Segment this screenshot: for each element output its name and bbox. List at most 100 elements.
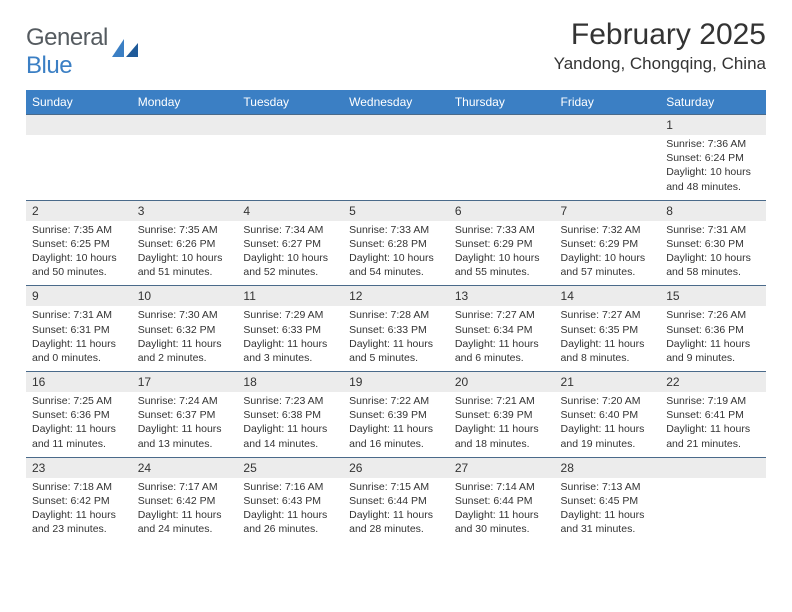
day-number-cell: 15	[660, 286, 766, 307]
day-number-cell: 9	[26, 286, 132, 307]
day-number-cell	[26, 115, 132, 136]
week-daynum-row: 9101112131415	[26, 286, 766, 307]
day-detail-cell: Sunrise: 7:13 AMSunset: 6:45 PMDaylight:…	[555, 478, 661, 543]
day-detail-cell: Sunrise: 7:18 AMSunset: 6:42 PMDaylight:…	[26, 478, 132, 543]
day-number-cell: 20	[449, 372, 555, 393]
day-header-tuesday: Tuesday	[237, 90, 343, 115]
day-detail-cell: Sunrise: 7:26 AMSunset: 6:36 PMDaylight:…	[660, 306, 766, 371]
logo-sail-icon	[110, 37, 140, 64]
day-detail-cell	[449, 135, 555, 200]
day-detail-cell: Sunrise: 7:23 AMSunset: 6:38 PMDaylight:…	[237, 392, 343, 457]
day-number-cell: 25	[237, 457, 343, 478]
day-detail-cell: Sunrise: 7:28 AMSunset: 6:33 PMDaylight:…	[343, 306, 449, 371]
day-number-cell: 21	[555, 372, 661, 393]
day-detail-cell: Sunrise: 7:33 AMSunset: 6:28 PMDaylight:…	[343, 221, 449, 286]
day-number-cell: 3	[132, 200, 238, 221]
day-number-cell: 13	[449, 286, 555, 307]
day-header-friday: Friday	[555, 90, 661, 115]
day-number-cell: 22	[660, 372, 766, 393]
day-detail-cell: Sunrise: 7:15 AMSunset: 6:44 PMDaylight:…	[343, 478, 449, 543]
day-detail-cell: Sunrise: 7:35 AMSunset: 6:26 PMDaylight:…	[132, 221, 238, 286]
day-detail-cell: Sunrise: 7:33 AMSunset: 6:29 PMDaylight:…	[449, 221, 555, 286]
day-detail-cell: Sunrise: 7:17 AMSunset: 6:42 PMDaylight:…	[132, 478, 238, 543]
week-daynum-row: 232425262728	[26, 457, 766, 478]
logo-text-blue: Blue	[26, 52, 72, 79]
title-block: February 2025 Yandong, Chongqing, China	[554, 18, 766, 74]
day-number-cell: 4	[237, 200, 343, 221]
day-header-wednesday: Wednesday	[343, 90, 449, 115]
day-number-cell: 28	[555, 457, 661, 478]
day-number-cell: 11	[237, 286, 343, 307]
day-number-cell	[237, 115, 343, 136]
day-number-cell: 8	[660, 200, 766, 221]
logo-text-gray: General	[26, 24, 108, 51]
day-number-cell: 7	[555, 200, 661, 221]
day-detail-cell: Sunrise: 7:22 AMSunset: 6:39 PMDaylight:…	[343, 392, 449, 457]
day-detail-cell	[237, 135, 343, 200]
day-detail-cell: Sunrise: 7:25 AMSunset: 6:36 PMDaylight:…	[26, 392, 132, 457]
week-detail-row: Sunrise: 7:25 AMSunset: 6:36 PMDaylight:…	[26, 392, 766, 457]
day-number-cell: 19	[343, 372, 449, 393]
day-number-cell: 5	[343, 200, 449, 221]
day-detail-cell: Sunrise: 7:24 AMSunset: 6:37 PMDaylight:…	[132, 392, 238, 457]
day-number-cell	[660, 457, 766, 478]
week-detail-row: Sunrise: 7:18 AMSunset: 6:42 PMDaylight:…	[26, 478, 766, 543]
day-header-thursday: Thursday	[449, 90, 555, 115]
week-detail-row: Sunrise: 7:36 AMSunset: 6:24 PMDaylight:…	[26, 135, 766, 200]
day-detail-cell: Sunrise: 7:29 AMSunset: 6:33 PMDaylight:…	[237, 306, 343, 371]
day-number-cell: 6	[449, 200, 555, 221]
calendar-body: 1 Sunrise: 7:36 AMSunset: 6:24 PMDayligh…	[26, 115, 766, 543]
day-number-cell	[132, 115, 238, 136]
day-detail-cell	[555, 135, 661, 200]
day-number-cell	[343, 115, 449, 136]
day-number-cell: 12	[343, 286, 449, 307]
day-detail-cell	[343, 135, 449, 200]
day-detail-cell: Sunrise: 7:19 AMSunset: 6:41 PMDaylight:…	[660, 392, 766, 457]
day-header-row: SundayMondayTuesdayWednesdayThursdayFrid…	[26, 90, 766, 115]
week-daynum-row: 2345678	[26, 200, 766, 221]
day-number-cell: 24	[132, 457, 238, 478]
week-detail-row: Sunrise: 7:35 AMSunset: 6:25 PMDaylight:…	[26, 221, 766, 286]
day-header-saturday: Saturday	[660, 90, 766, 115]
day-detail-cell: Sunrise: 7:30 AMSunset: 6:32 PMDaylight:…	[132, 306, 238, 371]
day-detail-cell: Sunrise: 7:35 AMSunset: 6:25 PMDaylight:…	[26, 221, 132, 286]
day-detail-cell: Sunrise: 7:27 AMSunset: 6:34 PMDaylight:…	[449, 306, 555, 371]
day-number-cell: 23	[26, 457, 132, 478]
day-number-cell: 10	[132, 286, 238, 307]
calendar-table: SundayMondayTuesdayWednesdayThursdayFrid…	[26, 90, 766, 542]
day-number-cell: 14	[555, 286, 661, 307]
week-daynum-row: 16171819202122	[26, 372, 766, 393]
header: General Blue February 2025 Yandong, Chon…	[26, 18, 766, 80]
day-number-cell	[449, 115, 555, 136]
day-number-cell: 1	[660, 115, 766, 136]
month-title: February 2025	[554, 18, 766, 52]
day-detail-cell: Sunrise: 7:31 AMSunset: 6:31 PMDaylight:…	[26, 306, 132, 371]
day-detail-cell	[26, 135, 132, 200]
day-detail-cell: Sunrise: 7:16 AMSunset: 6:43 PMDaylight:…	[237, 478, 343, 543]
logo: General Blue	[26, 24, 140, 80]
day-detail-cell: Sunrise: 7:20 AMSunset: 6:40 PMDaylight:…	[555, 392, 661, 457]
day-detail-cell: Sunrise: 7:14 AMSunset: 6:44 PMDaylight:…	[449, 478, 555, 543]
day-header-sunday: Sunday	[26, 90, 132, 115]
day-number-cell: 18	[237, 372, 343, 393]
day-detail-cell: Sunrise: 7:27 AMSunset: 6:35 PMDaylight:…	[555, 306, 661, 371]
week-detail-row: Sunrise: 7:31 AMSunset: 6:31 PMDaylight:…	[26, 306, 766, 371]
day-detail-cell: Sunrise: 7:21 AMSunset: 6:39 PMDaylight:…	[449, 392, 555, 457]
day-number-cell: 16	[26, 372, 132, 393]
day-number-cell: 27	[449, 457, 555, 478]
logo-text: General Blue	[26, 24, 108, 80]
day-header-monday: Monday	[132, 90, 238, 115]
day-detail-cell	[132, 135, 238, 200]
location-text: Yandong, Chongqing, China	[554, 54, 766, 74]
day-detail-cell	[660, 478, 766, 543]
day-number-cell: 17	[132, 372, 238, 393]
day-detail-cell: Sunrise: 7:34 AMSunset: 6:27 PMDaylight:…	[237, 221, 343, 286]
week-daynum-row: 1	[26, 115, 766, 136]
day-number-cell: 26	[343, 457, 449, 478]
day-number-cell	[555, 115, 661, 136]
day-detail-cell: Sunrise: 7:36 AMSunset: 6:24 PMDaylight:…	[660, 135, 766, 200]
day-detail-cell: Sunrise: 7:32 AMSunset: 6:29 PMDaylight:…	[555, 221, 661, 286]
day-detail-cell: Sunrise: 7:31 AMSunset: 6:30 PMDaylight:…	[660, 221, 766, 286]
day-number-cell: 2	[26, 200, 132, 221]
calendar-page: General Blue February 2025 Yandong, Chon…	[0, 0, 792, 552]
